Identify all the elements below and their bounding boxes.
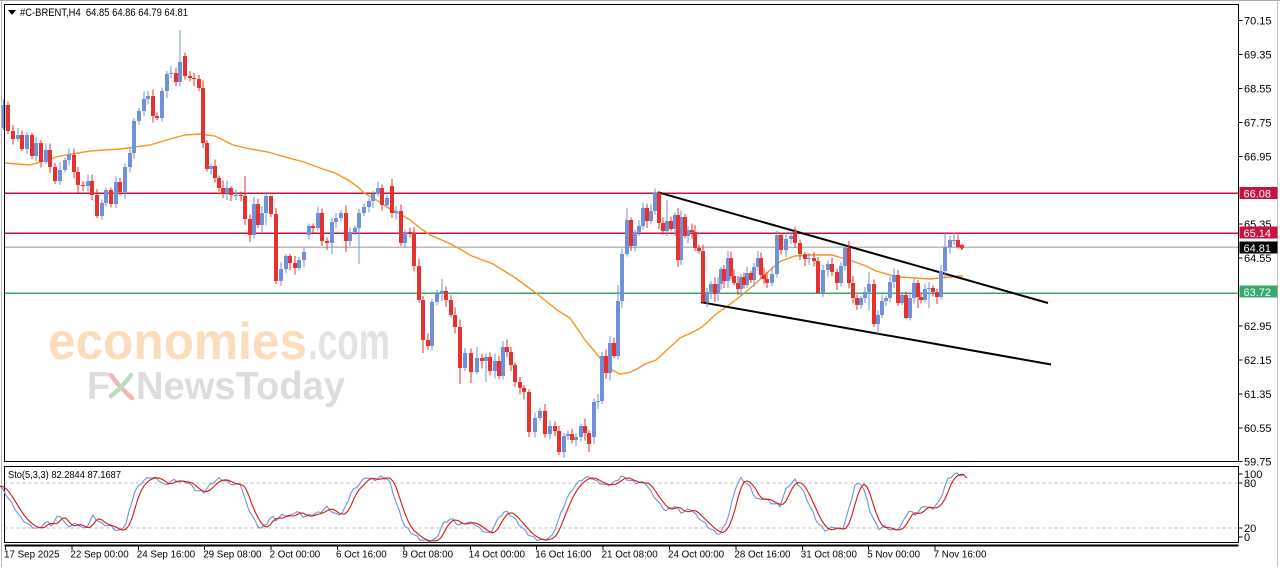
svg-text:66.95: 66.95 xyxy=(1244,151,1272,163)
svg-text:24 Sep 16:00: 24 Sep 16:00 xyxy=(137,550,196,561)
svg-text:66.08: 66.08 xyxy=(1244,188,1272,200)
svg-text:F: F xyxy=(87,365,110,408)
svg-text:economies: economies xyxy=(48,313,307,371)
svg-text:63.72: 63.72 xyxy=(1244,287,1272,299)
svg-text:61.35: 61.35 xyxy=(1244,389,1272,401)
svg-text:68.55: 68.55 xyxy=(1244,83,1272,95)
svg-text:16 Oct 16:00: 16 Oct 16:00 xyxy=(535,550,592,561)
svg-text:20: 20 xyxy=(1244,523,1256,535)
svg-text:65.14: 65.14 xyxy=(1244,228,1272,240)
svg-text:29 Sep 08:00: 29 Sep 08:00 xyxy=(203,550,262,561)
svg-text:80: 80 xyxy=(1244,478,1256,490)
svg-text:62.95: 62.95 xyxy=(1244,321,1272,333)
svg-text:5 Nov 00:00: 5 Nov 00:00 xyxy=(867,550,920,561)
svg-text:64.81: 64.81 xyxy=(1244,243,1272,255)
svg-text:0: 0 xyxy=(1244,532,1250,544)
svg-text:21 Oct 08:00: 21 Oct 08:00 xyxy=(602,550,659,561)
svg-text:28 Oct 16:00: 28 Oct 16:00 xyxy=(734,550,791,561)
svg-text:NewsToday: NewsToday xyxy=(136,365,345,408)
svg-text:14 Oct 00:00: 14 Oct 00:00 xyxy=(469,550,526,561)
svg-text:70.15: 70.15 xyxy=(1244,15,1272,27)
svg-text:9 Oct 08:00: 9 Oct 08:00 xyxy=(402,550,453,561)
svg-text:69.35: 69.35 xyxy=(1244,49,1272,61)
svg-text:60.55: 60.55 xyxy=(1244,423,1272,435)
svg-text:22 Sep 00:00: 22 Sep 00:00 xyxy=(70,550,129,561)
svg-text:2 Oct 00:00: 2 Oct 00:00 xyxy=(270,550,321,561)
svg-text:31 Oct 08:00: 31 Oct 08:00 xyxy=(801,550,858,561)
svg-text:17 Sep 2025: 17 Sep 2025 xyxy=(4,550,60,561)
svg-text:67.75: 67.75 xyxy=(1244,117,1272,129)
svg-text:Sto(5,3,3) 82.2844 87.1687: Sto(5,3,3) 82.2844 87.1687 xyxy=(8,470,121,481)
svg-text:64.55: 64.55 xyxy=(1244,253,1272,265)
svg-text:59.75: 59.75 xyxy=(1244,457,1272,469)
svg-text:62.15: 62.15 xyxy=(1244,355,1272,367)
svg-text:100: 100 xyxy=(1244,469,1262,481)
svg-text:6 Oct 16:00: 6 Oct 16:00 xyxy=(336,550,387,561)
svg-text:#C-BRENT,H4 64.85 64.86 64.79: #C-BRENT,H4 64.85 64.86 64.79 64.81 xyxy=(20,7,188,19)
svg-text:7 Nov 16:00: 7 Nov 16:00 xyxy=(934,550,987,561)
svg-text:.com: .com xyxy=(308,313,390,371)
svg-text:24 Oct 00:00: 24 Oct 00:00 xyxy=(668,550,725,561)
